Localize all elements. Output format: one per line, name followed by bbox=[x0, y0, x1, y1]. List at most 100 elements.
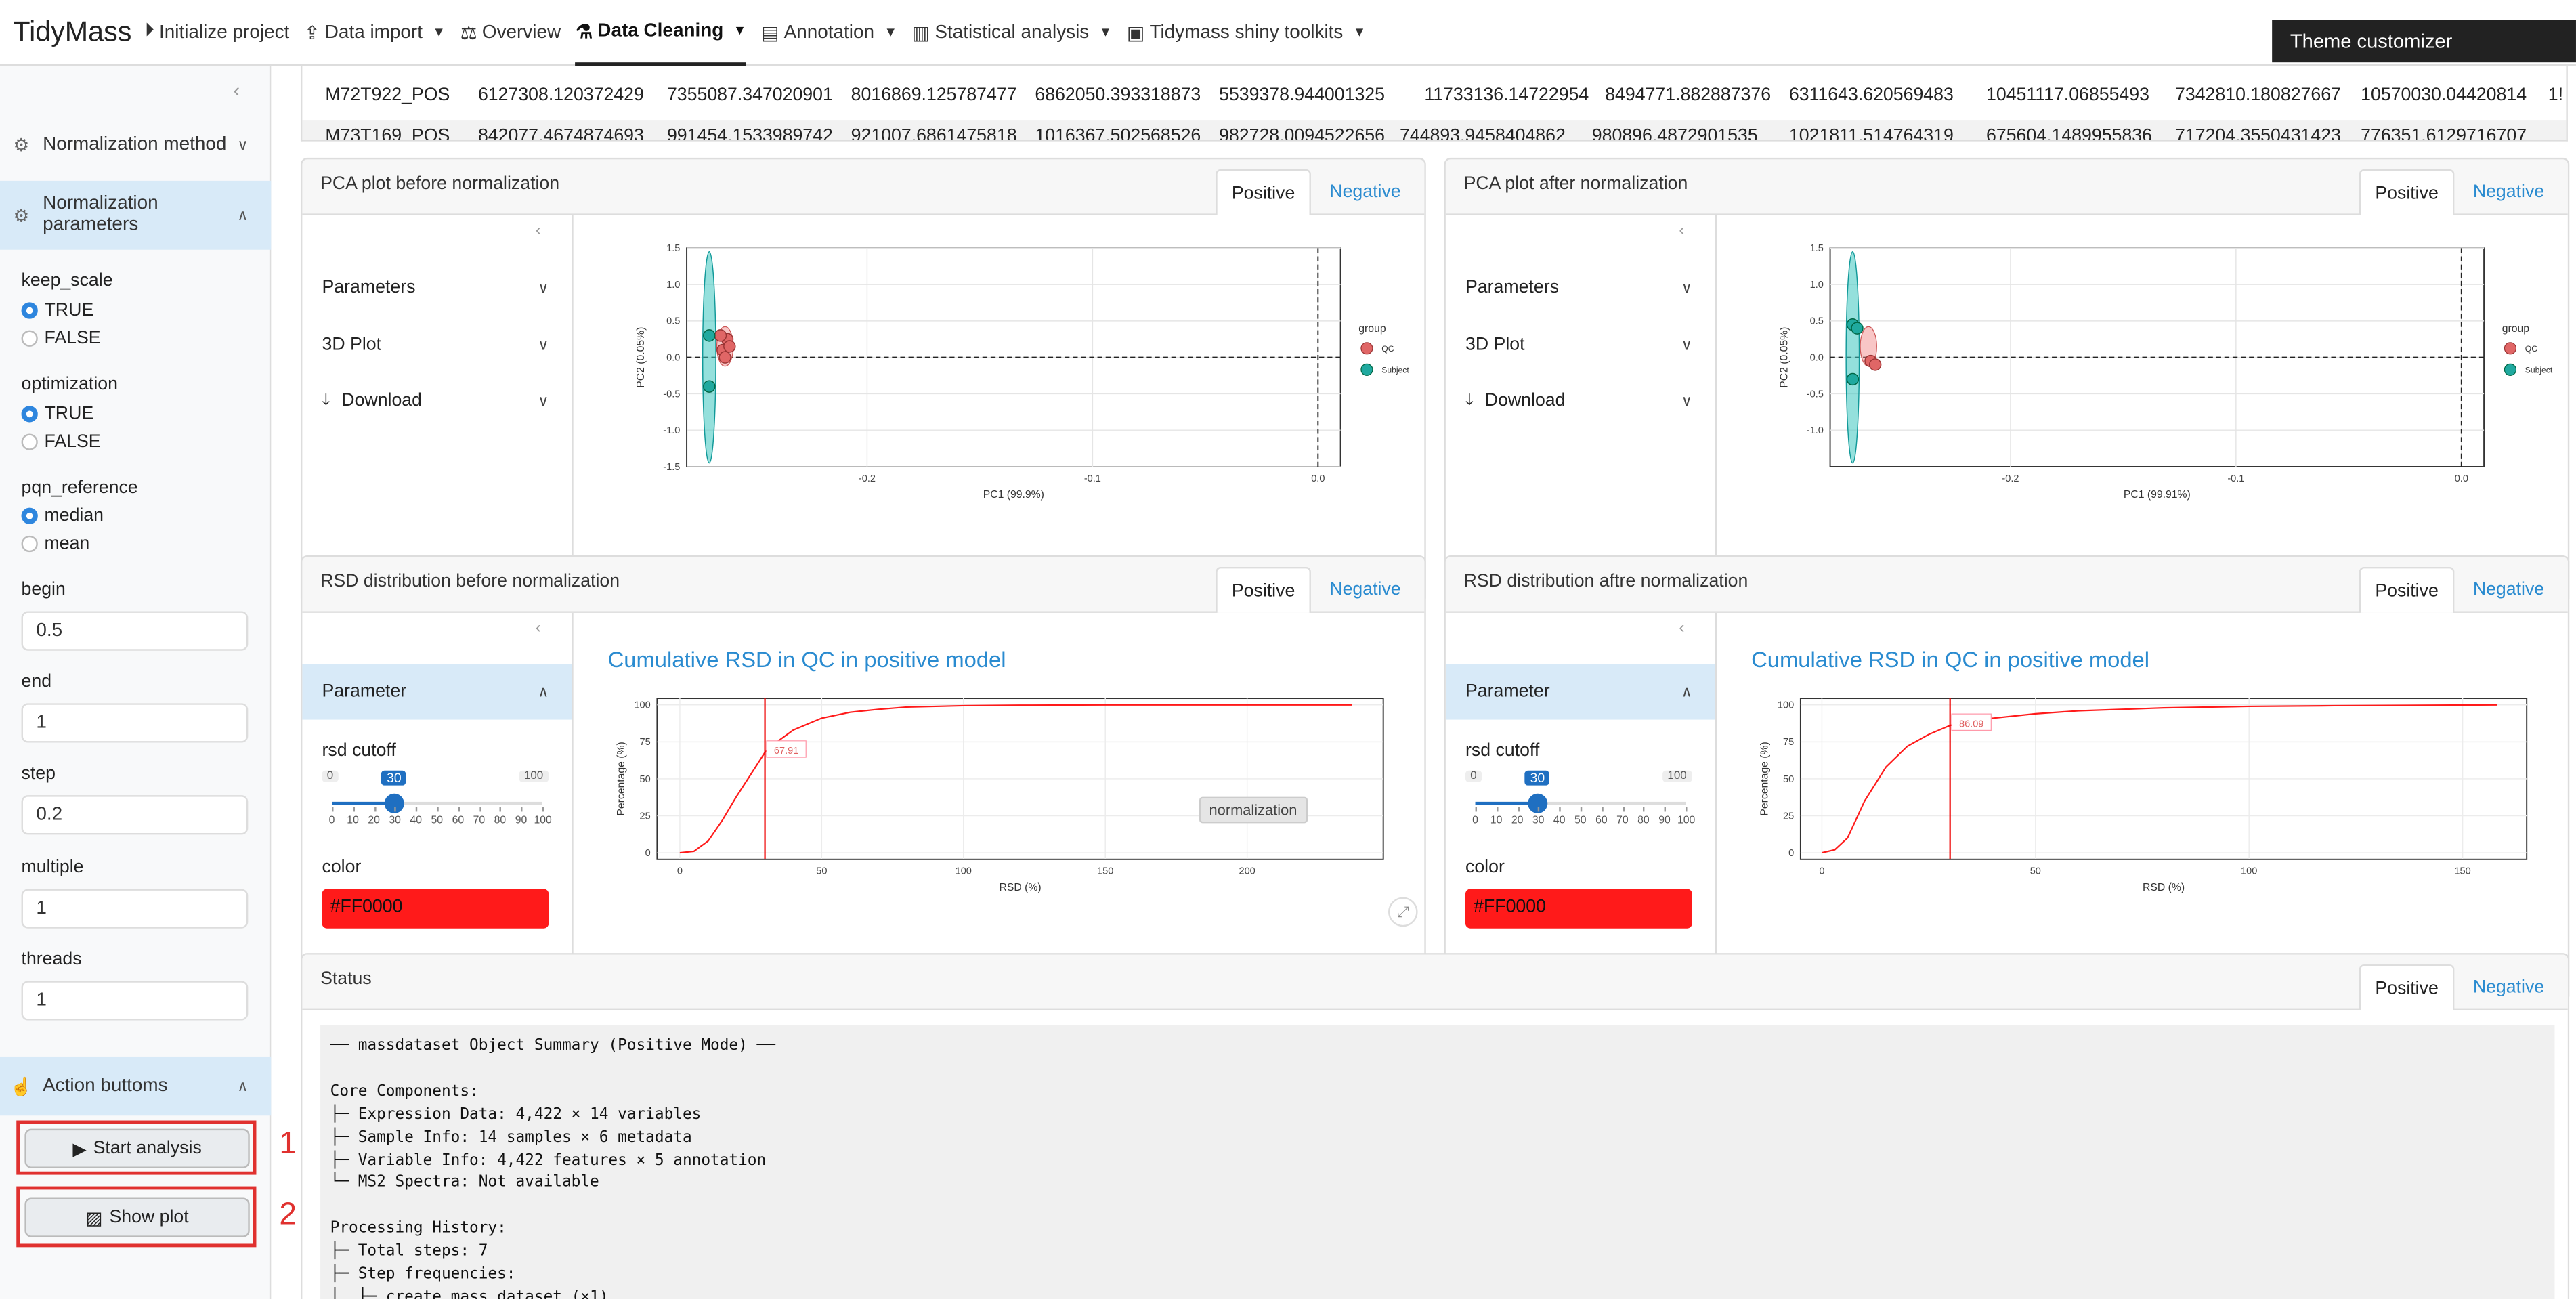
tab-positive[interactable]: Positive bbox=[2359, 964, 2455, 1010]
slider-tick-label: 30 bbox=[389, 815, 401, 827]
tab-negative[interactable]: Negative bbox=[2472, 580, 2545, 600]
begin-input[interactable]: 0.5 bbox=[21, 611, 249, 651]
slider-track bbox=[1475, 801, 1686, 805]
color-input[interactable]: #FF0000 bbox=[1465, 889, 1692, 929]
slider-tick bbox=[1538, 807, 1541, 812]
step-input[interactable]: 0.2 bbox=[21, 795, 249, 835]
table-cell: 982728.0094522656 bbox=[1219, 126, 1386, 142]
y-tick-label: 50 bbox=[640, 774, 651, 785]
color-input[interactable]: #FF0000 bbox=[322, 889, 549, 929]
plot3d-accordion[interactable]: 3D Plot ∨ bbox=[1446, 317, 1715, 372]
slider-tick-label: 100 bbox=[534, 815, 552, 827]
start-analysis-button[interactable]: ▶ Start analysis bbox=[24, 1128, 250, 1168]
chevron-left-icon[interactable]: ‹ bbox=[535, 221, 541, 240]
nav-data-import[interactable]: ⇪ Data import ▼ bbox=[304, 0, 446, 65]
slider-tick-label: 40 bbox=[1553, 815, 1566, 827]
chevron-down-icon: ∨ bbox=[1681, 278, 1692, 295]
tab-negative[interactable]: Negative bbox=[2472, 182, 2545, 203]
tab-positive[interactable]: Positive bbox=[2359, 169, 2455, 215]
y-tick-label: 0.5 bbox=[1810, 316, 1824, 327]
end-label: end bbox=[21, 672, 52, 692]
y-tick-label: 25 bbox=[1783, 811, 1794, 822]
tab-positive[interactable]: Positive bbox=[1216, 169, 1311, 215]
download-accordion[interactable]: ⤓ Download ∨ bbox=[302, 373, 572, 429]
parameter-accordion[interactable]: Parameter ∧ bbox=[1445, 664, 1715, 720]
x-axis-label: RSD (%) bbox=[2143, 882, 2185, 893]
chevron-left-icon[interactable]: ‹ bbox=[1679, 619, 1685, 638]
expand-icon[interactable]: ⤢ bbox=[1388, 897, 1418, 927]
keep-scale-true-radio[interactable]: TRUE bbox=[21, 300, 94, 321]
tab-negative[interactable]: Negative bbox=[1329, 580, 1401, 600]
tab-positive[interactable]: Positive bbox=[1216, 566, 1311, 613]
accordion-normalization-parameters[interactable]: ⚙ Normalization parameters ∧ bbox=[0, 180, 272, 250]
threads-input[interactable]: 1 bbox=[21, 981, 249, 1021]
subject-point bbox=[1851, 322, 1864, 335]
pqn-mean-radio[interactable]: mean bbox=[21, 534, 89, 554]
legend-title: group bbox=[2502, 323, 2530, 335]
brand[interactable]: TidyMass bbox=[13, 16, 132, 47]
multiple-input[interactable]: 1 bbox=[21, 889, 249, 929]
upload-icon: ⇪ bbox=[304, 24, 320, 44]
accordion-action-buttons[interactable]: ☝ Action buttoms ∧ bbox=[0, 1056, 272, 1116]
theme-customizer-button[interactable]: Theme customizer bbox=[2272, 20, 2576, 63]
nav-initialize-project[interactable]: ⏵ Initialize project bbox=[145, 0, 290, 65]
radio-unchecked-icon bbox=[21, 433, 38, 450]
x-tick-label: -0.1 bbox=[2227, 473, 2244, 484]
slider-tick bbox=[416, 807, 418, 812]
legend-label: Subject bbox=[2525, 366, 2553, 375]
slider-handle[interactable] bbox=[1528, 793, 1549, 813]
parameters-accordion[interactable]: Parameters ∨ bbox=[1446, 259, 1715, 315]
rsd-cutoff-slider[interactable]: 0 100 30 0 10 20 30 40 50 60 70 80 90 100 bbox=[322, 770, 552, 836]
nav-overview[interactable]: ⚖ Overview bbox=[460, 0, 561, 65]
caret-down-icon: ▼ bbox=[432, 24, 446, 40]
y-tick-label: 75 bbox=[640, 737, 651, 748]
tab-positive[interactable]: Positive bbox=[2359, 566, 2455, 613]
optimization-false-radio[interactable]: FALSE bbox=[21, 432, 101, 452]
button-label: Start analysis bbox=[93, 1138, 202, 1159]
slider-tick-label: 30 bbox=[1532, 815, 1545, 827]
parameters-accordion[interactable]: Parameters ∨ bbox=[302, 259, 572, 315]
rsd-cutoff-slider[interactable]: 0 100 30 0 10 20 30 40 50 60 70 80 90 100 bbox=[1465, 770, 1696, 836]
optimization-true-radio[interactable]: TRUE bbox=[21, 404, 93, 424]
slider-tick bbox=[1559, 807, 1562, 812]
pqn-reference-label: pqn_reference bbox=[21, 477, 138, 498]
accordion-label: Parameter bbox=[1465, 681, 1550, 702]
accordion-label: Parameters bbox=[322, 277, 416, 298]
x-tick-label: 0.0 bbox=[2455, 473, 2468, 484]
main-content: M72T922_POS 6127308.120372429 7355087.34… bbox=[271, 66, 2576, 1299]
chevron-left-icon[interactable]: ‹ bbox=[233, 79, 240, 102]
pqn-median-radio[interactable]: median bbox=[21, 506, 104, 526]
legend-label: QC bbox=[2525, 344, 2537, 354]
slider-tick bbox=[1580, 807, 1583, 812]
tab-negative[interactable]: Negative bbox=[1329, 182, 1401, 203]
nav-annotation[interactable]: ▤ Annotation ▼ bbox=[761, 0, 897, 65]
chevron-down-icon: ∨ bbox=[1681, 391, 1692, 408]
nav-data-cleaning[interactable]: ⚗ Data Cleaning ▼ bbox=[576, 0, 747, 65]
nav-label: Annotation bbox=[783, 22, 875, 42]
chevron-left-icon[interactable]: ‹ bbox=[535, 619, 541, 638]
play-circle-icon: ⏵ bbox=[144, 21, 154, 41]
slider-tick bbox=[1496, 807, 1499, 812]
table-cell: 1016367.502568526 bbox=[1035, 126, 1201, 142]
radio-label: TRUE bbox=[44, 300, 94, 321]
legend-key-qc bbox=[1360, 342, 1373, 355]
nav-tidymass-shiny-toolkits[interactable]: ▣ Tidymass shiny toolkits ▼ bbox=[1127, 0, 1366, 65]
card-title: Status bbox=[320, 969, 372, 989]
accordion-normalization-method[interactable]: ⚙ Normalization method ∨ bbox=[0, 125, 271, 164]
show-plot-button[interactable]: ▨ Show plot bbox=[24, 1197, 250, 1237]
keep-scale-false-radio[interactable]: FALSE bbox=[21, 328, 101, 348]
tab-negative[interactable]: Negative bbox=[2472, 977, 2545, 998]
nav-statistical-analysis[interactable]: ▥ Statistical analysis ▼ bbox=[912, 0, 1112, 65]
slider-tick-label: 70 bbox=[473, 815, 486, 827]
slider-tick-label: 60 bbox=[452, 815, 465, 827]
table-cell: 6311643.620569483 bbox=[1788, 85, 1954, 106]
qc-point bbox=[718, 351, 731, 364]
plot3d-accordion[interactable]: 3D Plot ∨ bbox=[302, 317, 572, 372]
download-accordion[interactable]: ⤓ Download ∨ bbox=[1446, 373, 1715, 429]
pca-after-plot: 1.5 1.0 0.5 0.0 -0.5 -1.0 -0.2 -0.1 0.0 PC1 (99.9… bbox=[1778, 243, 2553, 501]
parameter-accordion[interactable]: Parameter ∧ bbox=[302, 664, 572, 720]
end-input[interactable]: 1 bbox=[21, 703, 249, 743]
qc-point bbox=[714, 329, 727, 342]
chevron-left-icon[interactable]: ‹ bbox=[1679, 221, 1685, 240]
table-cell: 6862050.393318873 bbox=[1035, 85, 1201, 106]
